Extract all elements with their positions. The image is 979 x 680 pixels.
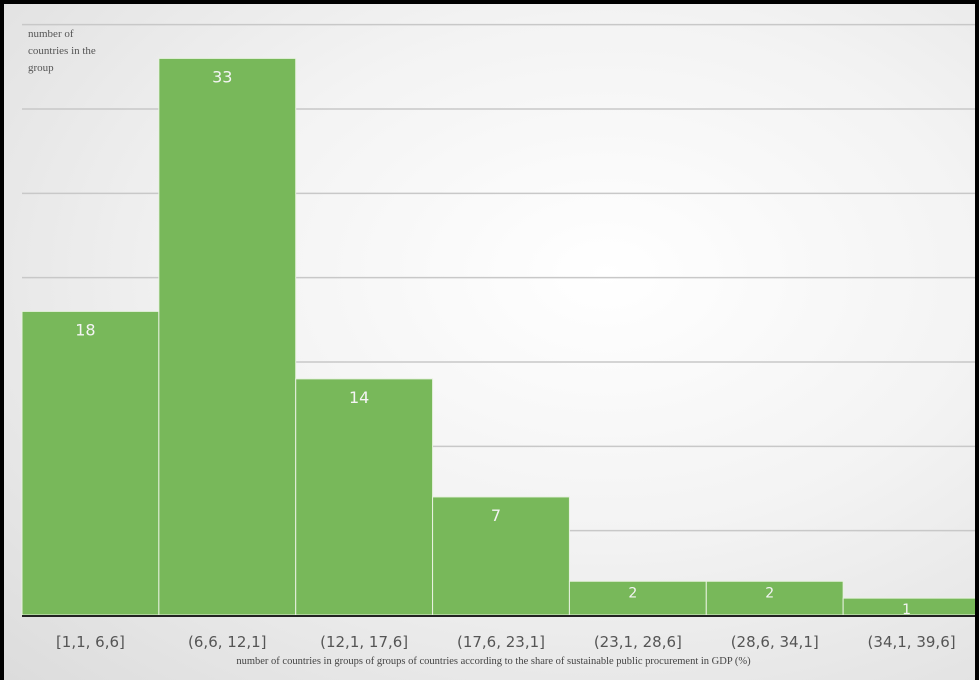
bar <box>159 58 296 615</box>
data-label: 2 <box>628 585 637 601</box>
x-tick-label: (28,6, 34,1] <box>731 633 819 651</box>
x-tick-labels: [1,1, 6,6] (6,6, 12,1] (12,1, 17,6] (17,6, … <box>56 633 956 651</box>
bar <box>296 379 433 615</box>
data-label: 33 <box>212 67 232 86</box>
bar <box>22 311 159 615</box>
data-label: 14 <box>349 388 369 407</box>
x-tick-label: [1,1, 6,6] <box>56 633 125 651</box>
x-tick-label: (12,1, 17,6] <box>320 633 408 651</box>
bar <box>569 581 706 615</box>
x-tick-label: (17,6, 23,1] <box>457 633 545 651</box>
bar <box>706 581 843 615</box>
data-label: 7 <box>491 506 501 525</box>
x-tick-label: (23,1, 28,6] <box>594 633 682 651</box>
data-label: 18 <box>75 320 95 339</box>
x-axis-label: number of countries in groups of groups … <box>4 656 979 667</box>
y-axis-label: number of countries in the group <box>28 26 138 77</box>
x-tick-label: (6,6, 12,1] <box>188 633 267 651</box>
x-tick-label: (34,1, 39,6] <box>868 633 956 651</box>
data-label: 2 <box>765 585 774 601</box>
bars <box>22 58 979 615</box>
bar <box>843 598 979 615</box>
